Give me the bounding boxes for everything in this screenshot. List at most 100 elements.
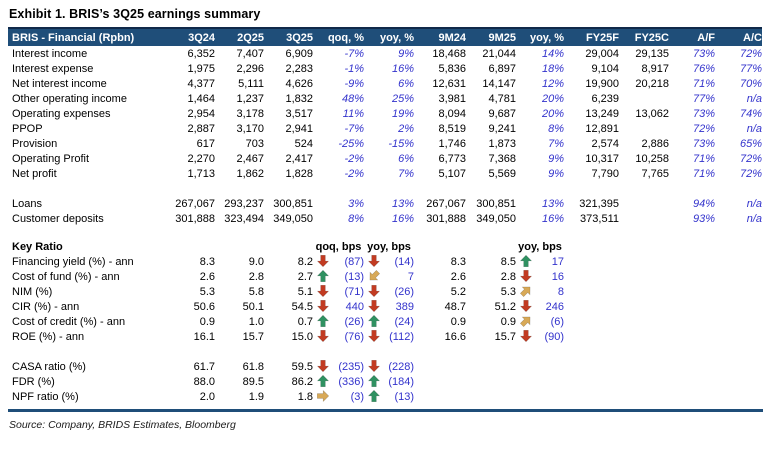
value-cell: 2,941 [285,122,313,135]
value-cell: 267,067 [426,197,466,210]
qoq-arrow-cell [313,269,332,284]
yoy-bps-header-2: yoy, bps [518,240,562,253]
value-cell: 12,631 [432,77,466,90]
value-cell: 29,135 [635,47,669,60]
financial-table-row: Operating expenses 2,954 3,178 3,517 11% 19% 8… [8,106,762,121]
value-cell: -9% [344,77,364,90]
yoy-arrow-cell [364,269,383,284]
value-cell: -15% [388,137,414,150]
value-cell: 21,044 [482,47,516,60]
yoy-bps-cell: (184) [388,375,415,388]
down-arrow-icon [367,330,380,342]
value-cell: 73% [692,47,715,60]
column-header-3q24: 3Q24 [188,31,215,44]
value-cell: 5.3 [199,285,215,298]
value-cell: 20,218 [635,77,669,90]
value-cell: 13,062 [635,107,669,120]
value-cell: 48.7 [444,300,467,313]
value-cell: 9.0 [248,255,264,268]
value-cell: 6,773 [438,152,466,165]
value-cell: 18% [541,62,564,75]
value-cell: 16.6 [444,330,467,343]
value-cell: 2.6 [450,270,467,283]
financial-table-row: Interest income 6,352 7,407 6,909 -7% 9% 18,46… [8,46,762,61]
value-cell: 73% [692,137,715,150]
qoq-bps-cell: (336) [338,375,365,388]
yoy2-arrow-cell [516,299,535,314]
yoy-arrow-cell [364,254,383,269]
financial-table-row: Provision 617 703 524 -25% -15% 1,746 1,873 7% 2,… [8,136,762,151]
value-cell: 5.3 [500,285,517,298]
value-cell: 11% [342,107,364,120]
value-cell: 15.7 [242,330,264,343]
value-cell: 301,888 [175,212,215,225]
value-cell: 16.1 [193,330,215,343]
value-cell: 5.8 [248,285,264,298]
value-cell: 2.8 [500,270,517,283]
value-cell: 8.5 [500,255,517,268]
value-cell: -7% [344,47,364,60]
value-cell: 10,258 [635,152,669,165]
value-cell: 300,851 [273,197,313,210]
source-note: Source: Company, BRIDS Estimates, Bloomb… [9,419,236,431]
financial-table-row: PPOP 2,887 3,170 2,941 -7% 2% 8,519 9,241 8% 12,8… [8,121,762,136]
value-cell: 2,887 [187,122,215,135]
value-cell: 2,574 [591,137,619,150]
key-ratio-row: Cost of credit (%) - ann 0.9 1.0 0.7 (26) (24… [8,314,564,329]
yoy-bps-cell: (14) [394,255,415,268]
value-cell: 6% [398,77,414,90]
value-cell: 14% [541,47,564,60]
value-cell: 8.3 [450,255,467,268]
row-label: Customer deposits [12,212,104,225]
up-arrow-icon [367,390,380,402]
financial-table-row: Net profit 1,713 1,862 1,828 -2% 7% 5,107 5,569… [8,166,762,181]
value-cell: 93% [692,212,715,225]
value-cell: 7,765 [641,167,669,180]
value-cell: 94% [692,197,715,210]
exhibit-title: Exhibit 1. BRIS’s 3Q25 earnings summary [9,7,261,21]
yoy-bps-header: yoy, bps [367,240,411,253]
financial-table-header-row: BRIS - Financial (Rpbn) 3Q24 2Q25 3Q25 qoq, … [8,28,762,46]
value-cell: 7,368 [488,152,516,165]
key-ratio-section-label: Key Ratio [12,240,63,253]
row-label: Financing yield (%) - ann [12,255,134,268]
column-header-9m24: 9M24 [438,31,466,44]
value-cell: 703 [245,137,264,150]
down-arrow-icon [519,270,532,282]
value-cell: 50.6 [193,300,215,313]
value-cell: 6,909 [285,47,313,60]
row-label: PPOP [12,122,43,135]
key-ratio-row: FDR (%) 88.0 89.5 86.2 (336) (184) [8,374,564,389]
down-left-arrow-icon [365,269,382,284]
value-cell: 71% [692,152,715,165]
value-cell: 12% [541,77,564,90]
value-cell: 29,004 [585,47,619,60]
qoq-arrow-cell [313,254,332,269]
row-label: Provision [12,137,58,150]
value-cell: 4,781 [488,92,516,105]
value-cell: 8,519 [438,122,466,135]
value-cell: 7,790 [591,167,619,180]
value-cell: 2,296 [236,62,264,75]
yoy2-bps-cell: (6) [550,315,565,328]
row-label: Operating Profit [12,152,90,165]
qoq-arrow-cell [313,299,332,314]
yoy2-bps-cell: 17 [551,255,565,268]
value-cell: 8,917 [641,62,669,75]
yoy-bps-cell: 389 [395,300,415,313]
column-header-fy25f: FY25F [585,31,619,44]
up-arrow-icon [367,315,380,327]
row-label: FDR (%) [12,375,55,388]
value-cell: 89.5 [242,375,264,388]
value-cell: 7% [548,137,564,150]
column-header-qoq: qoq, % [327,31,364,44]
financial-table-row: Net interest income 4,377 5,111 4,626 -9% 6% 1… [8,76,762,91]
value-cell: 8.3 [199,255,215,268]
value-cell: 19% [391,107,414,120]
yoy2-arrow-cell [516,314,535,329]
value-cell: n/a [746,92,762,105]
row-label: Cost of fund (%) - ann [12,270,120,283]
value-cell: 321,395 [579,197,619,210]
value-cell [466,389,516,404]
value-cell: 12,891 [585,122,619,135]
